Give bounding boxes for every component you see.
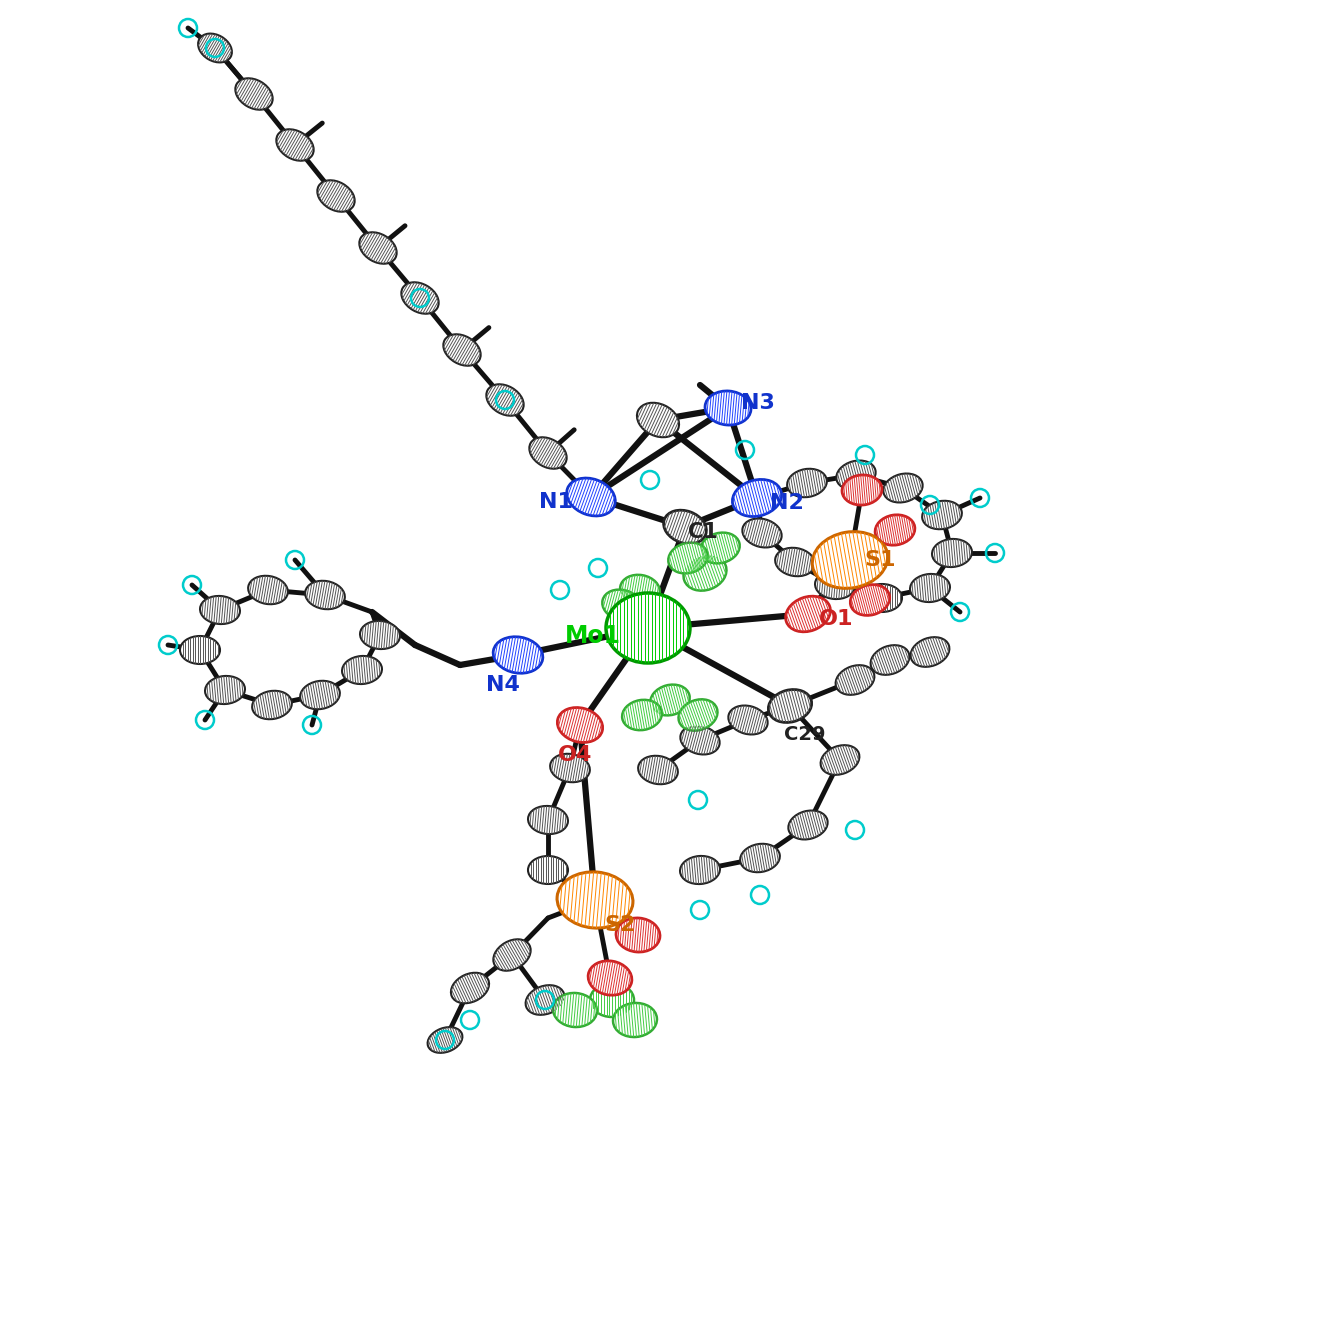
Ellipse shape xyxy=(493,940,531,970)
Ellipse shape xyxy=(360,233,397,264)
Ellipse shape xyxy=(850,584,890,615)
Ellipse shape xyxy=(401,282,438,314)
Ellipse shape xyxy=(842,475,882,504)
Ellipse shape xyxy=(235,79,272,109)
Ellipse shape xyxy=(815,571,855,599)
Text: N4: N4 xyxy=(486,675,521,695)
Ellipse shape xyxy=(680,725,720,755)
Text: S2: S2 xyxy=(604,914,636,934)
Ellipse shape xyxy=(529,807,568,835)
Ellipse shape xyxy=(428,1028,462,1053)
Text: C29: C29 xyxy=(785,724,826,744)
Ellipse shape xyxy=(837,461,875,490)
Ellipse shape xyxy=(786,596,830,632)
Ellipse shape xyxy=(252,691,292,719)
Ellipse shape xyxy=(590,984,633,1017)
Ellipse shape xyxy=(181,636,220,664)
Ellipse shape xyxy=(452,973,489,1004)
Text: N1: N1 xyxy=(539,492,572,512)
Text: Mo1: Mo1 xyxy=(564,624,622,648)
Ellipse shape xyxy=(813,531,887,588)
Text: O1: O1 xyxy=(819,610,854,630)
Ellipse shape xyxy=(740,844,780,872)
Ellipse shape xyxy=(733,479,782,516)
Ellipse shape xyxy=(922,500,961,530)
Ellipse shape xyxy=(526,985,564,1014)
Ellipse shape xyxy=(558,708,603,743)
Text: C1: C1 xyxy=(688,522,718,542)
Ellipse shape xyxy=(493,636,543,673)
Ellipse shape xyxy=(305,580,345,610)
Text: N2: N2 xyxy=(770,492,803,512)
Ellipse shape xyxy=(201,596,240,624)
Ellipse shape xyxy=(835,666,874,695)
Ellipse shape xyxy=(862,584,902,612)
Ellipse shape xyxy=(444,334,481,366)
Ellipse shape xyxy=(883,474,923,503)
Ellipse shape xyxy=(684,555,726,591)
Ellipse shape xyxy=(343,656,382,684)
Ellipse shape xyxy=(198,33,232,63)
Ellipse shape xyxy=(728,705,768,735)
Ellipse shape xyxy=(486,385,523,415)
Ellipse shape xyxy=(248,576,288,604)
Text: O4: O4 xyxy=(558,745,592,765)
Ellipse shape xyxy=(614,1004,657,1037)
Ellipse shape xyxy=(705,391,750,425)
Ellipse shape xyxy=(789,811,827,840)
Ellipse shape xyxy=(875,515,915,546)
Ellipse shape xyxy=(603,590,641,620)
Ellipse shape xyxy=(552,993,598,1028)
Ellipse shape xyxy=(742,519,782,547)
Ellipse shape xyxy=(529,856,568,884)
Ellipse shape xyxy=(620,575,660,606)
Ellipse shape xyxy=(680,856,720,884)
Ellipse shape xyxy=(300,680,340,709)
Ellipse shape xyxy=(550,753,590,783)
Ellipse shape xyxy=(588,961,632,996)
Ellipse shape xyxy=(639,756,677,784)
Ellipse shape xyxy=(616,918,660,952)
Ellipse shape xyxy=(205,676,244,704)
Ellipse shape xyxy=(769,689,811,723)
Ellipse shape xyxy=(679,699,717,731)
Ellipse shape xyxy=(606,594,691,663)
Ellipse shape xyxy=(556,872,633,928)
Text: N3: N3 xyxy=(741,393,776,413)
Ellipse shape xyxy=(567,478,615,516)
Ellipse shape xyxy=(668,543,708,574)
Ellipse shape xyxy=(932,539,972,567)
Ellipse shape xyxy=(317,180,355,212)
Ellipse shape xyxy=(910,574,950,602)
Text: S1: S1 xyxy=(865,550,896,570)
Ellipse shape xyxy=(637,403,679,437)
Ellipse shape xyxy=(664,510,706,544)
Ellipse shape xyxy=(622,700,661,731)
Ellipse shape xyxy=(700,532,740,563)
Ellipse shape xyxy=(276,129,313,161)
Ellipse shape xyxy=(821,745,859,775)
Ellipse shape xyxy=(871,646,910,675)
Ellipse shape xyxy=(788,469,827,498)
Ellipse shape xyxy=(360,622,400,650)
Ellipse shape xyxy=(911,638,950,667)
Ellipse shape xyxy=(530,438,567,469)
Ellipse shape xyxy=(776,548,815,576)
Ellipse shape xyxy=(651,684,689,715)
